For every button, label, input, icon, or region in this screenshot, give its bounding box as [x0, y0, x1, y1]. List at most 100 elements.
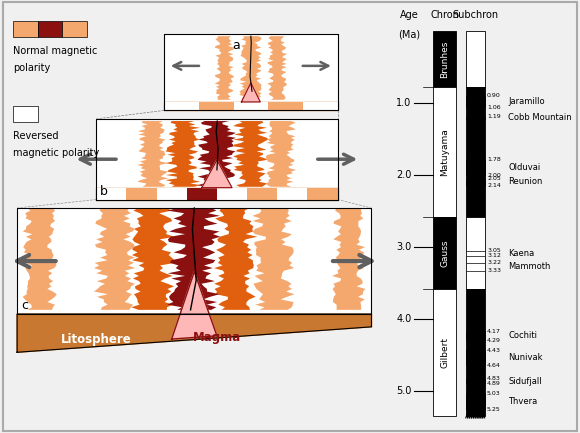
Polygon shape: [137, 121, 168, 187]
Text: 2.00: 2.00: [487, 173, 501, 178]
Text: 4.43: 4.43: [487, 348, 501, 352]
Polygon shape: [293, 330, 332, 333]
Text: 1.19: 1.19: [487, 114, 501, 119]
Polygon shape: [214, 208, 258, 310]
Text: 2.0: 2.0: [396, 170, 412, 180]
Bar: [13, 106, 38, 122]
Text: 4.17: 4.17: [487, 329, 501, 334]
Text: 4.64: 4.64: [487, 363, 501, 368]
Polygon shape: [23, 208, 57, 310]
Polygon shape: [17, 349, 56, 352]
Bar: [466, 31, 485, 87]
Text: Olduvai: Olduvai: [508, 163, 541, 171]
Polygon shape: [307, 187, 338, 200]
Polygon shape: [96, 187, 126, 200]
Bar: [466, 179, 485, 185]
Text: 3.22: 3.22: [487, 261, 501, 265]
Polygon shape: [157, 187, 187, 200]
Polygon shape: [267, 36, 287, 100]
Polygon shape: [164, 102, 199, 110]
Polygon shape: [135, 341, 175, 344]
Bar: [466, 96, 485, 107]
Bar: [433, 217, 456, 289]
Text: a: a: [232, 39, 240, 52]
Polygon shape: [202, 160, 232, 187]
Text: 3.05: 3.05: [487, 248, 501, 253]
Polygon shape: [17, 208, 371, 314]
Bar: [466, 289, 485, 417]
Text: Chron: Chron: [430, 10, 459, 20]
Polygon shape: [94, 208, 135, 310]
Text: 3.33: 3.33: [487, 268, 501, 273]
Text: Normal magnetic: Normal magnetic: [13, 46, 97, 56]
Text: Cobb Mountain: Cobb Mountain: [508, 113, 572, 122]
Bar: [433, 87, 456, 217]
Text: Nunivak: Nunivak: [508, 353, 543, 362]
Text: 4.29: 4.29: [487, 338, 501, 343]
Polygon shape: [96, 344, 135, 347]
Bar: [38, 21, 63, 37]
Text: Cochiti: Cochiti: [508, 331, 537, 340]
Polygon shape: [187, 187, 217, 200]
Text: b: b: [100, 185, 108, 198]
Text: Reunion: Reunion: [508, 178, 543, 187]
Polygon shape: [266, 121, 296, 187]
Polygon shape: [131, 208, 175, 310]
Polygon shape: [96, 119, 338, 200]
Bar: [466, 263, 485, 271]
Polygon shape: [96, 187, 338, 200]
Polygon shape: [253, 333, 293, 335]
Polygon shape: [126, 187, 157, 200]
Polygon shape: [175, 338, 214, 341]
Text: 4.0: 4.0: [396, 314, 412, 324]
Text: magnetic polarity: magnetic polarity: [13, 148, 100, 158]
Polygon shape: [240, 36, 262, 100]
Polygon shape: [214, 335, 253, 338]
Bar: [466, 393, 485, 409]
Polygon shape: [198, 121, 236, 187]
Text: Gauss: Gauss: [440, 239, 449, 267]
Polygon shape: [252, 208, 295, 310]
Polygon shape: [167, 208, 220, 310]
Polygon shape: [56, 347, 96, 349]
Text: Subchron: Subchron: [452, 10, 498, 20]
Bar: [466, 379, 485, 383]
Bar: [466, 251, 485, 256]
Bar: [466, 331, 485, 340]
Polygon shape: [298, 121, 325, 187]
Text: polarity: polarity: [13, 63, 50, 73]
Bar: [466, 159, 485, 175]
Polygon shape: [292, 208, 330, 310]
Bar: [466, 217, 485, 289]
Polygon shape: [332, 208, 365, 310]
Text: 2.05: 2.05: [487, 176, 501, 181]
Text: Litosphere: Litosphere: [61, 333, 132, 346]
Polygon shape: [241, 83, 260, 102]
Polygon shape: [17, 314, 371, 352]
Polygon shape: [164, 102, 338, 110]
Polygon shape: [165, 121, 201, 187]
Polygon shape: [332, 327, 371, 330]
Polygon shape: [234, 102, 268, 110]
Text: Jaramillo: Jaramillo: [508, 97, 545, 106]
Text: Matuyama: Matuyama: [440, 128, 449, 176]
Text: (Ma): (Ma): [398, 29, 420, 40]
Bar: [433, 31, 456, 87]
Polygon shape: [110, 121, 136, 187]
Polygon shape: [217, 187, 247, 200]
Text: Reversed: Reversed: [13, 131, 59, 141]
Text: Brunhes: Brunhes: [440, 40, 449, 78]
Text: Kaena: Kaena: [508, 249, 535, 258]
Text: Gilbert: Gilbert: [440, 337, 449, 368]
Polygon shape: [164, 34, 338, 110]
Text: Magma: Magma: [193, 331, 241, 344]
Text: Thvera: Thvera: [508, 397, 538, 406]
Text: 2.14: 2.14: [487, 183, 501, 187]
Text: c: c: [21, 299, 28, 312]
Text: 5.25: 5.25: [487, 407, 501, 412]
Polygon shape: [172, 271, 217, 339]
Bar: [466, 350, 485, 365]
Polygon shape: [303, 102, 338, 110]
Text: 1.06: 1.06: [487, 105, 501, 110]
Bar: [13, 21, 38, 37]
